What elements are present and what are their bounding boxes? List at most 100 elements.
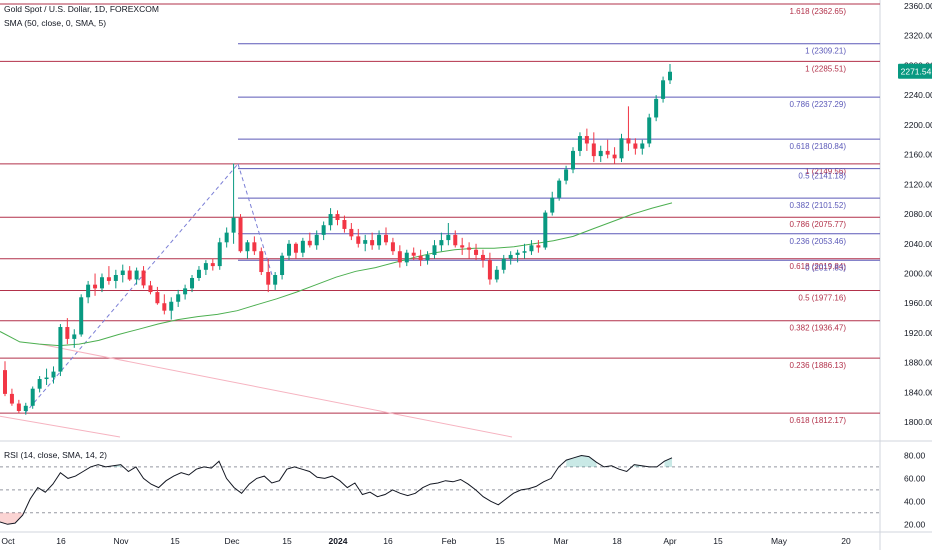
price-axis-tick: 2080.00 <box>904 209 932 219</box>
candle-body <box>155 292 160 304</box>
candle-body <box>210 263 215 267</box>
candle-body <box>113 275 118 281</box>
candle-body <box>654 98 659 118</box>
sma-indicator-label[interactable]: SMA (50, close, 0, SMA, 5) <box>4 18 107 28</box>
price-axis-tick: 1880.00 <box>904 358 932 368</box>
fib-level-label: 0.236 (1886.13) <box>790 361 847 370</box>
time-axis-tick: 16 <box>56 536 66 546</box>
candle-body <box>72 334 77 339</box>
fib-level-label: 0.382 (1936.47) <box>790 324 847 333</box>
time-axis-tick: 16 <box>383 536 393 546</box>
candle-body <box>377 234 382 246</box>
fib-anchor-line-up <box>24 163 239 414</box>
candle-body <box>231 217 236 233</box>
fib-level-label: 1 (2285.51) <box>805 64 846 73</box>
candle-body <box>640 143 645 149</box>
candle-body <box>106 277 111 281</box>
trend-line-pink-lower <box>0 415 121 438</box>
candle-body <box>550 197 555 213</box>
rsi-axis-tick: 20.00 <box>904 519 926 529</box>
candle-body <box>584 136 589 144</box>
candle-body <box>460 245 465 248</box>
candle-body <box>307 240 312 246</box>
candle-body <box>328 214 333 226</box>
candle-body <box>287 243 292 256</box>
candle-body <box>335 214 340 221</box>
candle-body <box>44 377 49 380</box>
candle-body <box>397 251 402 263</box>
time-axis-tick: Oct <box>1 536 15 546</box>
rsi-indicator-label[interactable]: RSI (14, close, SMA, 14, 2) <box>4 450 107 460</box>
candle-body <box>446 234 451 241</box>
price-axis-tick: 2040.00 <box>904 239 932 249</box>
fib-level-label: 0.786 (2075.77) <box>790 220 847 229</box>
time-axis-tick: 15 <box>170 536 180 546</box>
candle-body <box>432 245 437 255</box>
time-axis-tick: May <box>771 536 788 546</box>
fib-level-label: 0.618 (1812.17) <box>790 416 847 425</box>
candle-body <box>508 254 513 259</box>
fib-level-label: 0 (2017.83) <box>805 263 846 272</box>
candle-body <box>529 245 534 252</box>
price-axis-tick: 2320.00 <box>904 31 932 41</box>
price-axis-tick: 2120.00 <box>904 179 932 189</box>
candle-body <box>23 405 28 411</box>
fib-level-label: 0.236 (2053.46) <box>790 237 847 246</box>
candle-body <box>404 252 409 263</box>
rsi-overbought-fill <box>664 457 672 467</box>
candle-body <box>501 258 506 270</box>
candle-body <box>619 138 624 159</box>
candle-body <box>425 254 430 261</box>
candle-body <box>217 242 222 267</box>
time-axis-tick: Feb <box>442 536 457 546</box>
candle-body <box>661 80 666 99</box>
fib-level-label: 0.5 (1977.16) <box>798 293 846 302</box>
symbol-title[interactable]: Gold Spot / U.S. Dollar, 1D, FOREXCOM <box>4 4 159 14</box>
fib-level-label: 0.382 (2101.52) <box>790 201 847 210</box>
time-axis-tick: 2024 <box>329 536 348 546</box>
candle-body <box>626 138 631 144</box>
candle-body <box>571 150 576 170</box>
candle-body <box>383 234 388 243</box>
candle-body <box>9 393 14 404</box>
candle-body <box>58 327 63 372</box>
price-axis-tick: 1800.00 <box>904 417 932 427</box>
candle-body <box>557 180 562 198</box>
candle-body <box>342 220 347 229</box>
rsi-overbought-fill <box>566 455 597 467</box>
candle-body <box>280 255 285 276</box>
candle-body <box>467 247 472 250</box>
time-axis-tick: 15 <box>495 536 505 546</box>
sma-line <box>0 202 673 347</box>
candle-body <box>564 169 569 181</box>
time-axis-tick: Mar <box>554 536 569 546</box>
candle-body <box>99 277 104 289</box>
rsi-line <box>0 454 673 525</box>
last-price-text: 2271.54 <box>901 67 932 77</box>
candle-body <box>480 254 485 261</box>
candle-body <box>314 234 319 246</box>
candle-body <box>591 143 596 157</box>
candle-body <box>321 225 326 235</box>
fib-level-label: 1 (2309.21) <box>805 47 846 56</box>
fib-level-label: 0.618 (2180.84) <box>790 142 847 151</box>
fib-level-label: 0.5 (2141.18) <box>798 172 846 181</box>
candle-body <box>79 297 84 335</box>
time-axis-tick: Dec <box>224 536 240 546</box>
candle-body <box>515 252 520 255</box>
candle-body <box>3 370 7 394</box>
candle-body <box>370 240 375 246</box>
price-axis-tick: 2240.00 <box>904 90 932 100</box>
time-axis-tick: 20 <box>841 536 851 546</box>
candle-body <box>273 275 278 285</box>
candle-body <box>37 379 42 389</box>
candle-body <box>522 251 527 253</box>
candle-body <box>474 249 479 255</box>
time-axis-tick: 15 <box>282 536 292 546</box>
candle-body <box>577 136 582 151</box>
candle-body <box>134 270 139 280</box>
candle-body <box>65 327 70 339</box>
price-axis-tick: 2360.00 <box>904 1 932 11</box>
price-axis-tick: 1920.00 <box>904 328 932 338</box>
